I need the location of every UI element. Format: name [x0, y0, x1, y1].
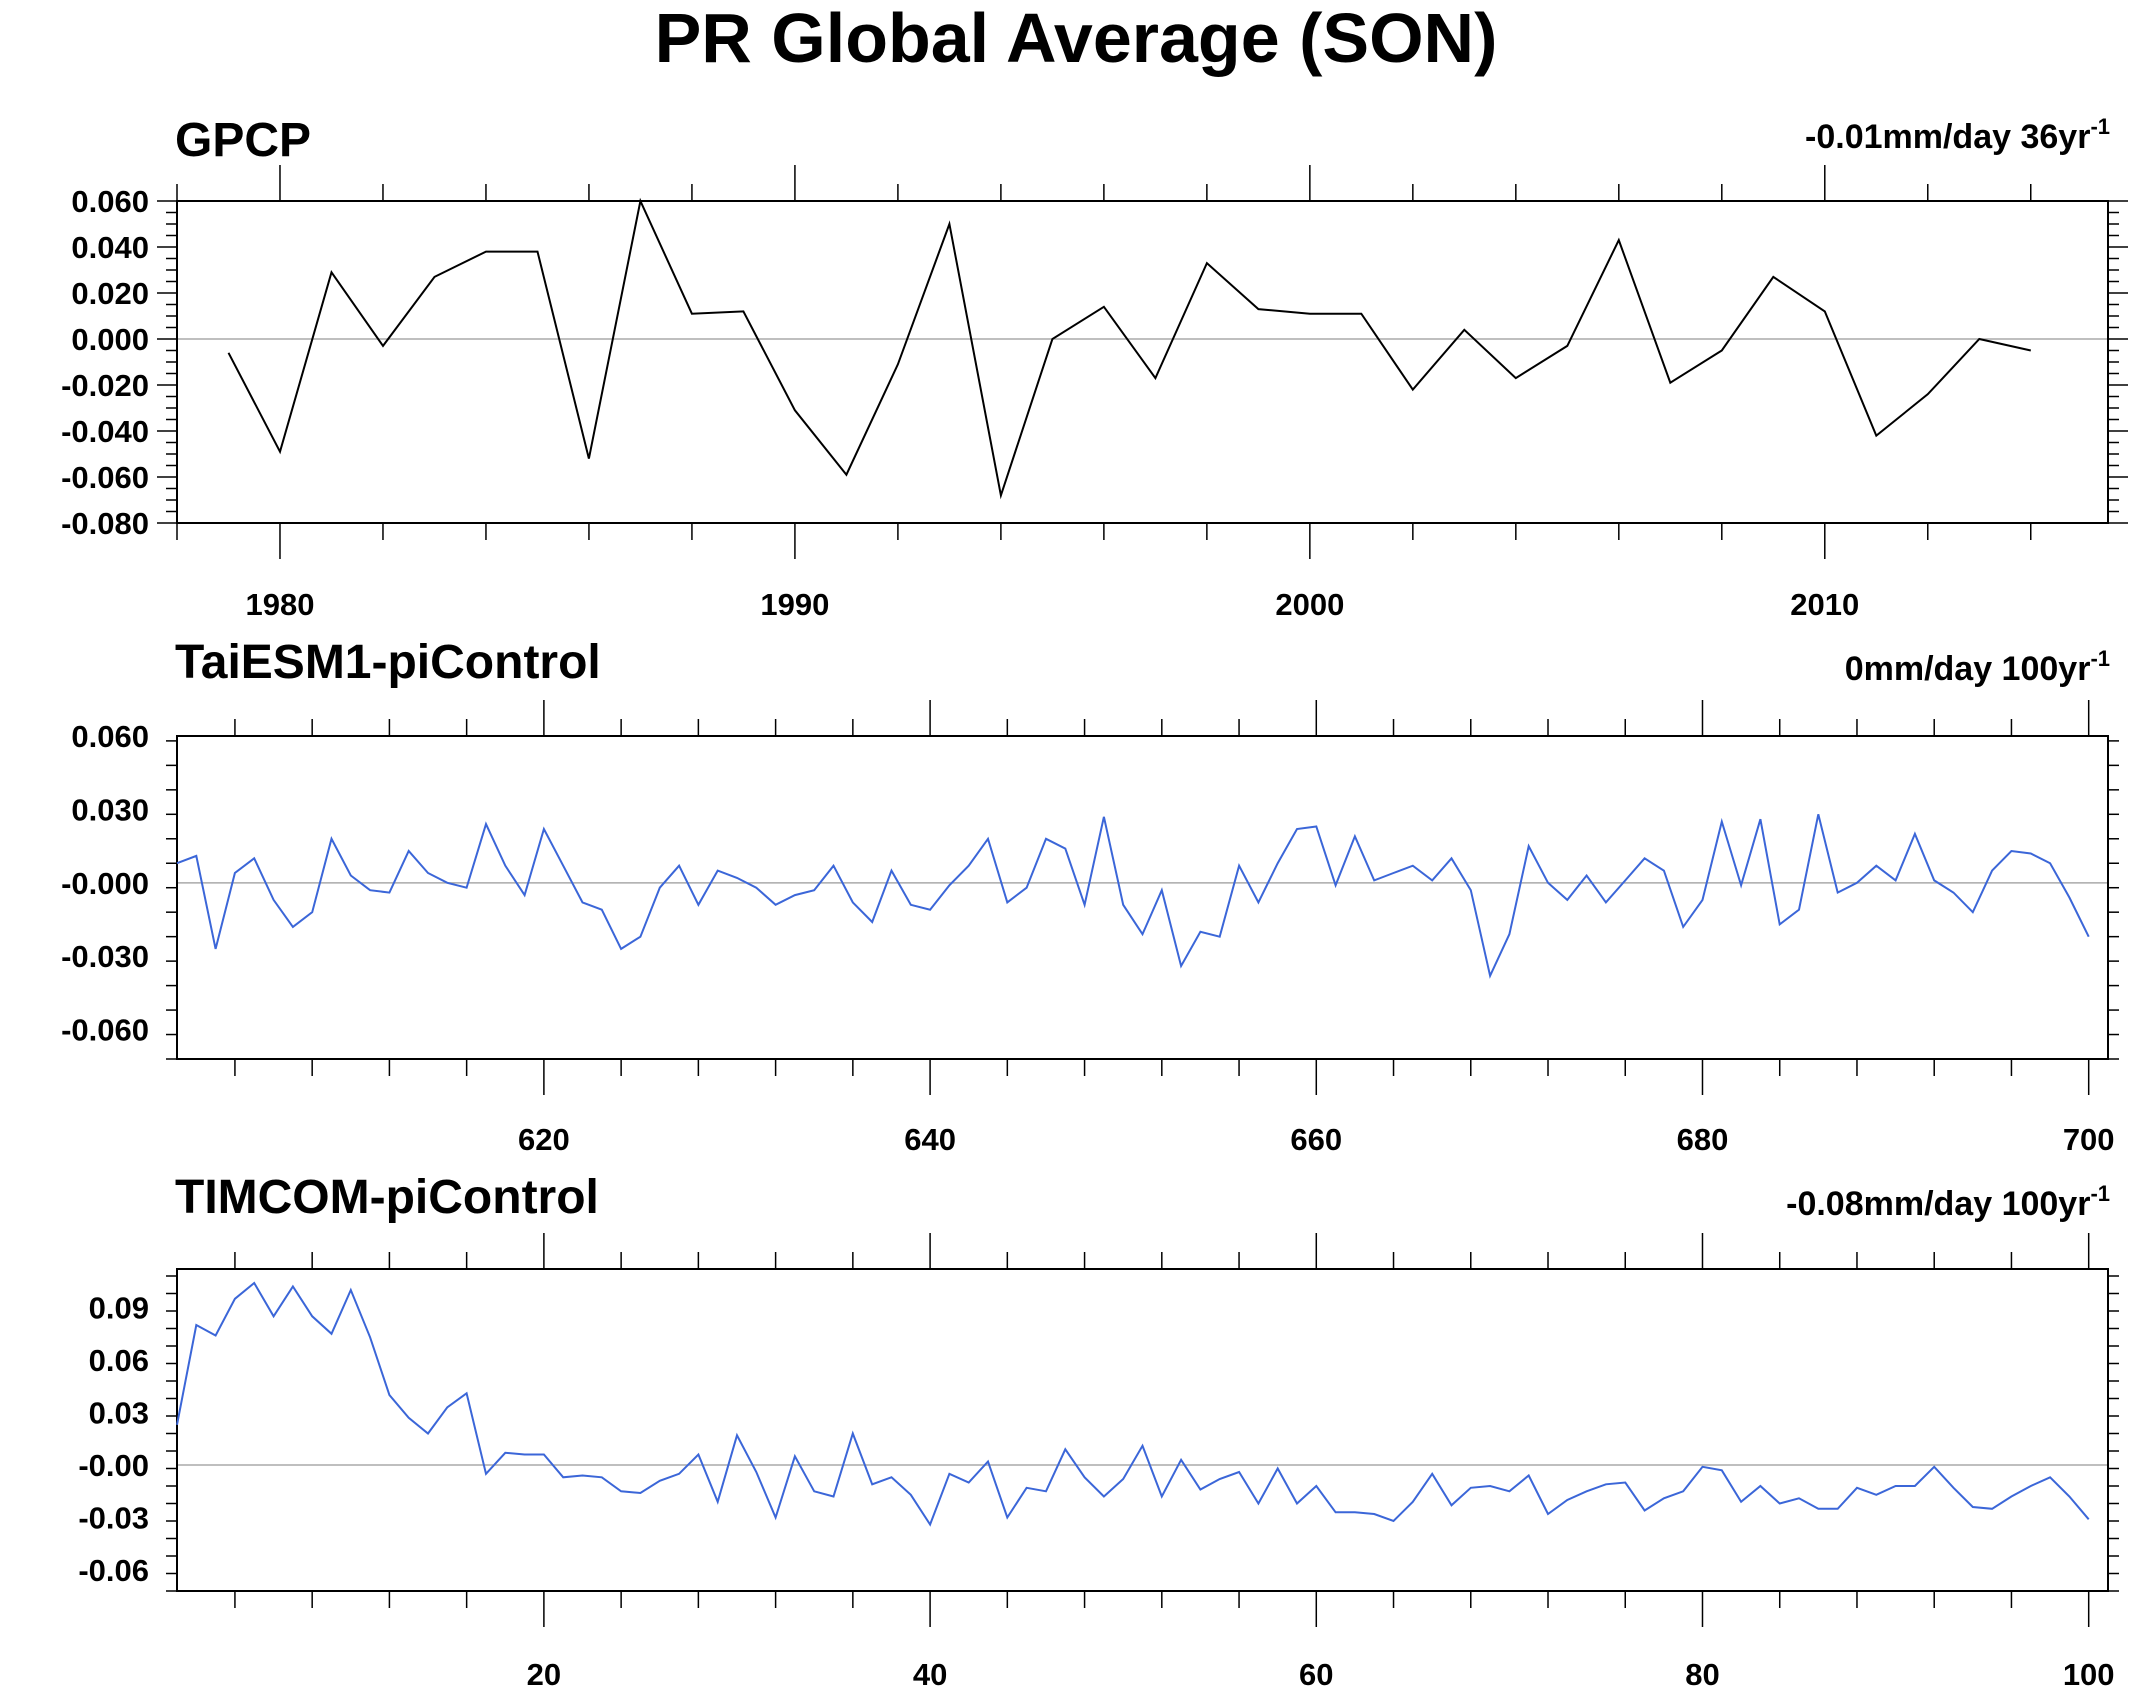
trend-exponent: -1 [2090, 646, 2110, 671]
x-tick-label: 620 [518, 1122, 570, 1157]
panel-timcom: TIMCOM-piControl -0.08mm/day 100yr-1 0.0… [78, 1171, 2119, 1691]
trend-exponent: -1 [2090, 1181, 2110, 1206]
plot-frame [176, 200, 2109, 524]
x-tick-label: 2010 [1790, 587, 1859, 622]
y-tick-label: -0.020 [61, 368, 149, 403]
plot-frame [176, 1268, 2109, 1592]
panel-taiesm1: TaiESM1-piControl 0mm/day 100yr-1 0.0600… [61, 636, 2119, 1157]
y-tick-label: 0.03 [89, 1396, 149, 1431]
panel-gpcp: GPCP -0.01mm/day 36yr-1 0.0600.0400.0200… [61, 114, 2128, 622]
trend-label: 0mm/day 100yr-1 [1845, 646, 2110, 688]
y-tick-label: -0.040 [61, 414, 149, 449]
x-tick-label: 20 [527, 1657, 561, 1691]
y-tick-label: -0.060 [61, 1013, 149, 1048]
x-tick-label: 100 [2063, 1657, 2115, 1691]
x-tick-label: 40 [913, 1657, 947, 1691]
x-tick-label: 700 [2063, 1122, 2115, 1157]
series-line [176, 814, 2090, 979]
series-line [176, 1281, 2090, 1527]
panel-title: TIMCOM-piControl [175, 1171, 599, 1224]
trend-value: -0.08mm/day 100yr [1786, 1185, 2090, 1223]
panel-title: TaiESM1-piControl [175, 636, 601, 689]
y-tick-label: -0.060 [61, 460, 149, 495]
y-tick-label: 0.000 [71, 322, 149, 357]
y-tick-label: 0.09 [89, 1291, 149, 1326]
y-tick-label: -0.03 [78, 1501, 149, 1536]
y-tick-label: -0.080 [61, 506, 149, 541]
x-tick-label: 680 [1677, 1122, 1729, 1157]
plot-area: 0.060 0.030 -0.000 -0.030 -0.060 620 640 660 680… [61, 700, 2119, 1157]
trend-exponent: -1 [2090, 114, 2110, 139]
y-tick-label: 0.060 [71, 719, 149, 754]
x-tick-label: 60 [1299, 1657, 1333, 1691]
y-tick-label: -0.00 [78, 1448, 149, 1483]
x-tick-label: 1980 [246, 587, 315, 622]
y-tick-label: 0.060 [71, 184, 149, 219]
x-tick-label: 80 [1685, 1657, 1719, 1691]
x-tick-label: 2000 [1275, 587, 1344, 622]
trend-label: -0.08mm/day 100yr-1 [1786, 1181, 2110, 1223]
x-tick-label: 640 [904, 1122, 956, 1157]
y-tick-label: 0.030 [71, 792, 149, 827]
trend-label: -0.01mm/day 36yr-1 [1805, 114, 2110, 156]
plot-frame [176, 735, 2109, 1060]
y-tick-label: 0.040 [71, 230, 149, 265]
y-tick-label: 0.06 [89, 1343, 149, 1378]
y-tick-label: -0.030 [61, 939, 149, 974]
y-tick-label: -0.000 [61, 866, 149, 901]
series-line [227, 197, 2032, 500]
trend-value: -0.01mm/day 36yr [1805, 118, 2090, 156]
trend-value: 0mm/day 100yr [1845, 650, 2091, 688]
figure-title: PR Global Average (SON) [655, 0, 1498, 77]
panel-title: GPCP [175, 114, 311, 167]
y-tick-label: 0.020 [71, 276, 149, 311]
y-tick-label: -0.06 [78, 1553, 149, 1588]
x-tick-label: 1990 [760, 587, 829, 622]
x-tick-label: 660 [1290, 1122, 1342, 1157]
plot-area: 0.09 0.06 0.03 -0.00 -0.03 -0.06 20 40 60 80 100 [78, 1233, 2119, 1691]
plot-area: 0.060 0.040 0.020 0.000 -0.020 -0.040 -0.060 -0… [61, 165, 2128, 622]
